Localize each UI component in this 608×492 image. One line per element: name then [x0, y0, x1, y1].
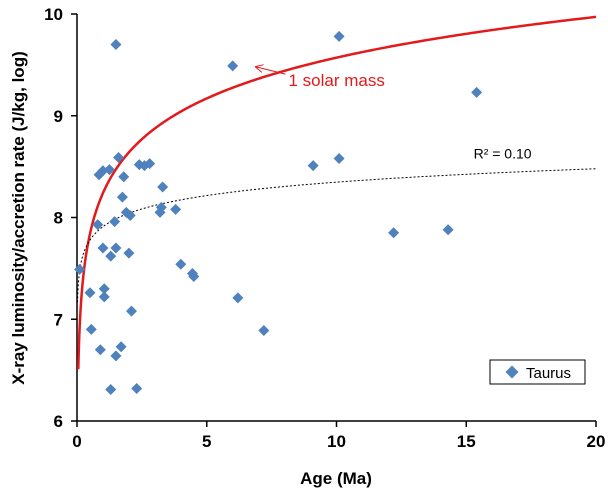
annotations: 1 solar mass R² = 0.10: [256, 67, 532, 161]
data-point: [188, 271, 200, 283]
data-point: [144, 158, 156, 170]
data-point: [227, 60, 239, 72]
data-point: [109, 216, 121, 228]
annotation-arrow: [256, 67, 286, 75]
data-point: [155, 201, 167, 213]
data-point: [94, 344, 106, 356]
r-squared-label: R² = 0.10: [474, 145, 532, 161]
data-point: [175, 258, 187, 270]
x-tick-label: 20: [587, 432, 606, 451]
trend-curves: [77, 15, 597, 370]
data-point: [105, 250, 117, 262]
data-point: [92, 219, 104, 231]
curve-label-1-solar-mass: 1 solar mass: [288, 71, 384, 90]
data-point: [307, 160, 319, 172]
x-tick-label: 10: [327, 432, 346, 451]
y-ticks: 6 7 8 9 10: [44, 5, 77, 431]
data-point: [131, 382, 143, 394]
y-axis-title: X-ray luminosity/accretion rate (J/kg, l…: [9, 51, 28, 384]
data-point: [74, 263, 86, 275]
data-point: [124, 209, 136, 221]
legend-marker: [505, 365, 519, 379]
red-trend-curve: [77, 15, 597, 370]
data-points: [74, 30, 483, 395]
data-point: [110, 242, 122, 254]
y-tick-label: 9: [54, 107, 63, 126]
data-point: [333, 30, 345, 42]
x-tick-label: 5: [202, 432, 211, 451]
y-tick-label: 10: [44, 5, 63, 24]
data-point: [123, 247, 135, 259]
legend: Taurus: [489, 359, 586, 385]
x-axis-title: Age (Ma): [300, 469, 372, 488]
data-point: [85, 323, 97, 335]
y-tick-label: 6: [54, 412, 63, 431]
data-point: [110, 350, 122, 362]
data-point: [110, 39, 122, 51]
data-point: [125, 305, 137, 317]
data-point: [258, 324, 270, 336]
y-tick-label: 7: [54, 310, 63, 329]
data-point: [116, 191, 128, 203]
data-point: [98, 291, 110, 303]
data-point: [388, 227, 400, 239]
x-tick-label: 15: [457, 432, 476, 451]
data-point: [113, 151, 125, 163]
x-ticks: 0 5 10 15 20: [72, 421, 605, 451]
data-point: [442, 224, 454, 236]
y-tick-label: 8: [54, 209, 63, 228]
data-point: [170, 203, 182, 215]
data-point: [84, 287, 96, 299]
data-point: [157, 181, 169, 193]
legend-label: Taurus: [526, 365, 571, 382]
data-point: [333, 152, 345, 164]
data-point: [232, 292, 244, 304]
data-point: [471, 86, 483, 98]
data-point: [105, 383, 117, 395]
data-point: [97, 242, 109, 254]
data-point: [103, 164, 115, 176]
x-tick-label: 0: [72, 432, 81, 451]
dotted-trend-curve: [77, 168, 597, 303]
data-point: [115, 341, 127, 353]
data-point: [98, 283, 110, 295]
data-point: [118, 171, 130, 183]
